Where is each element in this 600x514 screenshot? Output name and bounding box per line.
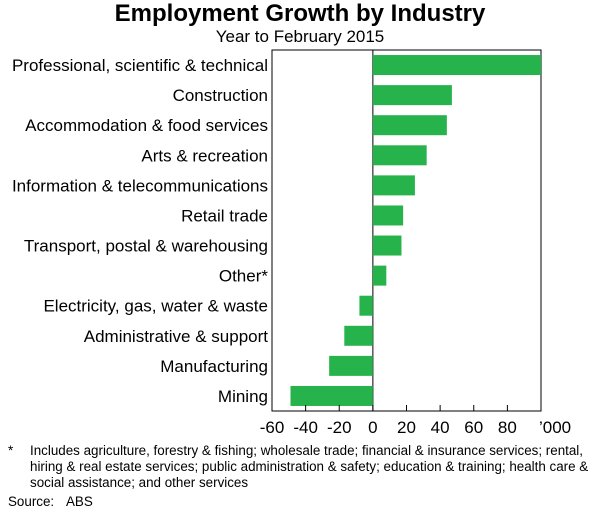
- category-label: Retail trade: [181, 206, 268, 225]
- footnote-mark: *: [8, 443, 14, 458]
- bar: [372, 85, 452, 106]
- chart-title: Employment Growth by Industry: [114, 0, 486, 27]
- bar: [290, 385, 373, 406]
- bar: [329, 355, 373, 376]
- bar-chart: Professional, scientific & technical Cons…: [12, 49, 571, 437]
- category-label: Other*: [219, 267, 269, 286]
- x-tick-label: 20: [397, 418, 416, 437]
- category-label: Construction: [173, 86, 268, 105]
- x-tick-label: -40: [293, 418, 318, 437]
- source-value: ABS: [66, 494, 93, 509]
- x-tick-label: 40: [431, 418, 450, 437]
- units-label: ’000: [539, 418, 571, 437]
- category-label: Electricity, gas, water & waste: [43, 297, 268, 316]
- bars-group: [290, 55, 541, 406]
- bar: [359, 295, 373, 316]
- footnote-text: Includes agriculture, forestry & fishing…: [30, 443, 589, 490]
- bar: [344, 325, 373, 346]
- bar: [372, 205, 404, 226]
- bar: [372, 175, 415, 196]
- x-tick-label: 0: [368, 418, 377, 437]
- source-line: Source: ABS: [8, 494, 93, 510]
- category-label: Administrative & support: [84, 327, 269, 346]
- category-label: Mining: [218, 387, 268, 406]
- bar: [372, 145, 427, 166]
- category-labels: Professional, scientific & technical Cons…: [12, 56, 268, 406]
- x-tick-label: 60: [464, 418, 483, 437]
- category-label: Accommodation & food services: [25, 116, 268, 135]
- x-tick-label: -60: [260, 418, 285, 437]
- chart-subtitle: Year to February 2015: [215, 27, 385, 46]
- bar: [372, 55, 541, 76]
- category-label: Arts & recreation: [141, 146, 268, 165]
- category-label: Transport, postal & warehousing: [24, 237, 268, 256]
- category-label: Information & telecommunications: [12, 176, 268, 195]
- source-label: Source:: [8, 494, 55, 509]
- category-label: Professional, scientific & technical: [12, 56, 268, 75]
- x-tick-label: 80: [498, 418, 517, 437]
- category-label: Manufacturing: [160, 357, 268, 376]
- bar: [372, 115, 447, 136]
- bar: [372, 265, 387, 286]
- x-axis: -60 -40 -20 0 20 40 60 80 ’000: [260, 405, 571, 437]
- bar: [372, 235, 402, 256]
- x-tick-label: -20: [327, 418, 352, 437]
